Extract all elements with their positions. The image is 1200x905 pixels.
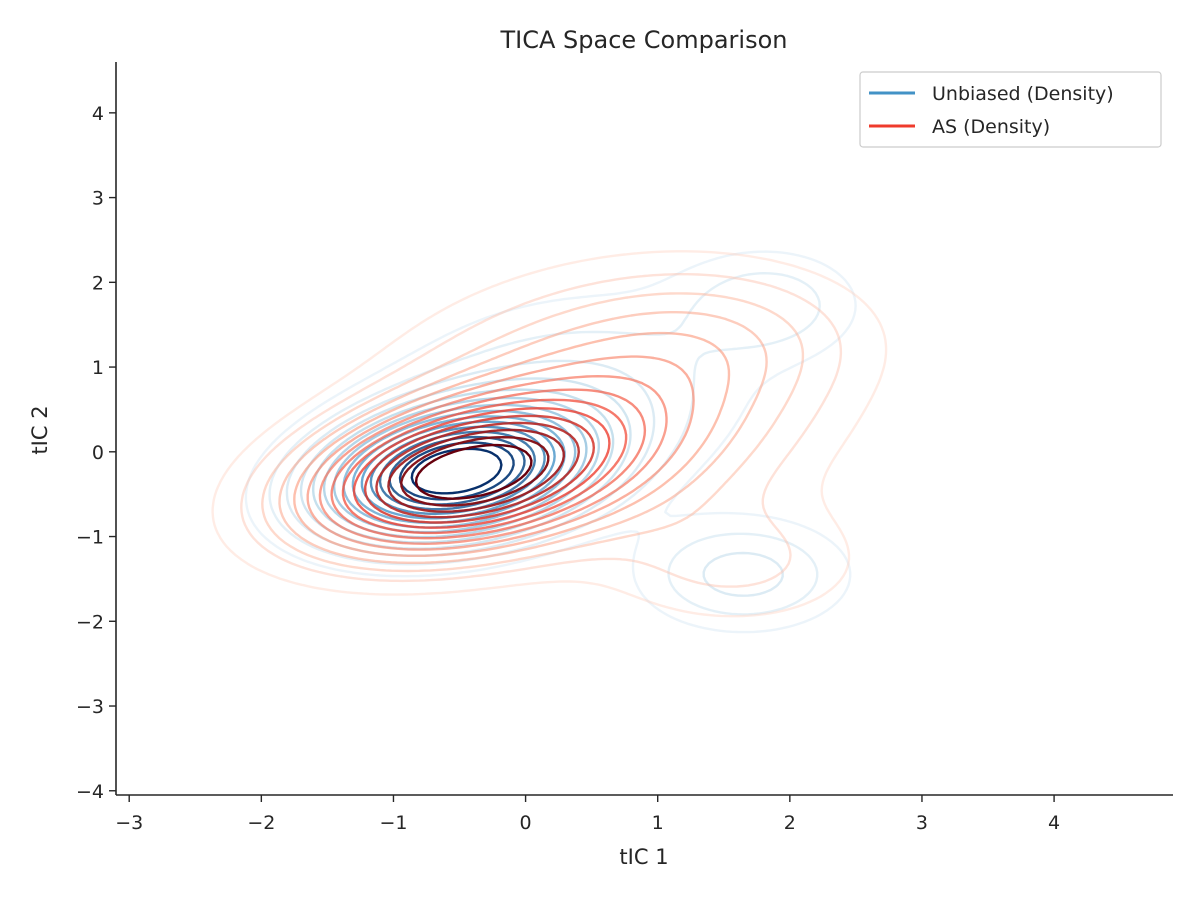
y-tick-label: −1: [76, 527, 104, 549]
x-tick-label: −2: [247, 812, 275, 834]
x-tick-label: 2: [784, 812, 796, 834]
contour-level-line: [387, 428, 565, 513]
legend-label-unbiased: Unbiased (Density): [932, 83, 1114, 105]
contour-level-line: [293, 331, 731, 557]
y-tick-label: 4: [92, 103, 104, 125]
x-tick-label: 4: [1048, 812, 1060, 834]
contour-level-line: [330, 388, 647, 540]
contour-series-as: [211, 250, 888, 618]
contour-level-line: [414, 443, 533, 500]
contour-level-line: [211, 250, 888, 618]
x-tick-label: 1: [652, 812, 664, 834]
contour-level-line: [278, 311, 768, 564]
y-tick-label: 2: [92, 272, 104, 294]
contour-level-line: [268, 272, 821, 616]
contour-level-line: [318, 375, 668, 545]
y-tick-label: 3: [92, 188, 104, 210]
x-tick-label: −1: [379, 812, 407, 834]
contour-level-line: [306, 355, 695, 551]
x-tick-label: 0: [520, 812, 532, 834]
x-tick-label: −3: [115, 812, 143, 834]
legend: Unbiased (Density) AS (Density): [859, 71, 1162, 148]
x-axis-ticks: −3 −2 −1 0 1 2 3 4: [115, 795, 1060, 834]
contour-level-line: [261, 292, 805, 573]
chart-title: TICA Space Comparison: [499, 26, 787, 54]
x-axis-title: tIC 1: [619, 845, 668, 869]
contour-level-line: [244, 250, 857, 634]
contour-level-line: [240, 273, 843, 588]
legend-frame: [859, 71, 1162, 148]
contour-level-line: [352, 407, 611, 529]
y-axis-ticks: −4 −3 −2 −1 0 1 2 3 4: [76, 103, 116, 803]
y-tick-label: 0: [92, 442, 104, 464]
contour-plot-area: [211, 250, 888, 634]
y-tick-label: −4: [76, 781, 104, 803]
x-tick-label: 3: [916, 812, 928, 834]
contour-level-line: [400, 436, 550, 507]
y-tick-label: −3: [76, 696, 104, 718]
contour-level-line: [375, 421, 580, 519]
y-axis-title: tIC 2: [28, 405, 52, 454]
contour-level-line: [364, 414, 595, 524]
y-tick-label: −2: [76, 611, 104, 633]
legend-label-as: AS (Density): [932, 116, 1050, 138]
contour-level-line: [341, 398, 628, 535]
y-tick-label: 1: [92, 357, 104, 379]
